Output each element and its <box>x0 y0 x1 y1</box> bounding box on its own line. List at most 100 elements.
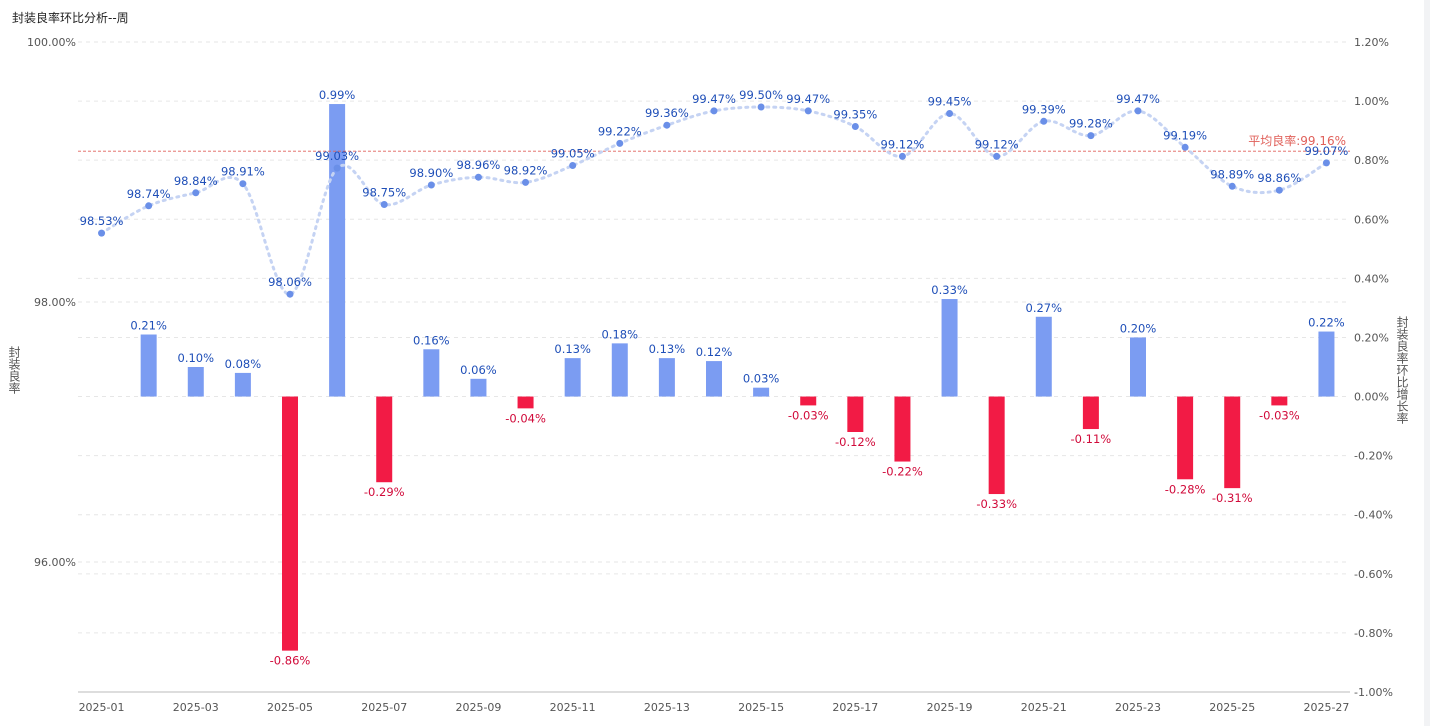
growth-data-label: -0.11% <box>1071 432 1112 446</box>
right-axis-name: 封装良率环比增长率 <box>1395 316 1409 424</box>
growth-bar <box>1271 396 1288 406</box>
growth-data-label: 0.21% <box>130 319 167 333</box>
yield-point <box>993 152 1001 160</box>
yield-point <box>569 162 577 169</box>
left-axis-tick-label: 100.00% <box>27 36 76 49</box>
yield-point <box>333 164 341 172</box>
growth-bar <box>847 396 864 432</box>
growth-bar <box>941 299 958 397</box>
x-axis-tick-label: 2025-19 <box>927 701 973 714</box>
yield-point <box>239 180 247 188</box>
window-edge <box>1424 0 1430 726</box>
right-axis-tick-label: -0.60% <box>1354 568 1393 581</box>
x-axis-tick-label: 2025-09 <box>455 701 501 714</box>
growth-data-label: 0.06% <box>460 363 497 377</box>
yield-point <box>757 103 765 111</box>
left-axis-tick-label: 98.00% <box>34 296 76 309</box>
yield-data-label: 99.47% <box>692 92 736 106</box>
yield-data-label: 98.74% <box>127 187 171 201</box>
growth-bar <box>1082 396 1099 430</box>
yield-line <box>100 105 1328 296</box>
growth-data-label: -0.03% <box>788 408 829 422</box>
yield-data-label: 99.28% <box>1069 117 1113 131</box>
x-axis-tick-label: 2025-15 <box>738 701 784 714</box>
growth-bar <box>376 396 393 483</box>
growth-bar <box>1177 396 1194 480</box>
right-axis-tick-label: 0.20% <box>1354 331 1389 344</box>
growth-bar <box>1130 337 1146 397</box>
growth-data-label: 0.22% <box>1308 316 1345 330</box>
yield-point <box>286 290 294 298</box>
growth-data-label: 0.03% <box>743 372 780 386</box>
yield-data-label: 99.12% <box>881 137 925 151</box>
yield-data-label: 99.07% <box>1305 144 1349 158</box>
right-axis-tick-label: -0.80% <box>1354 627 1393 640</box>
yield-data-label: 99.22% <box>598 124 642 138</box>
growth-bars <box>140 104 1335 651</box>
growth-bar <box>1035 316 1052 397</box>
x-axis-tick-label: 2025-01 <box>79 701 125 714</box>
x-axis-tick-label: 2025-13 <box>644 701 690 714</box>
yield-point <box>427 181 435 189</box>
yield-point <box>1087 132 1095 140</box>
growth-bar <box>234 372 251 397</box>
growth-bar <box>517 396 534 409</box>
yield-data-label: 99.19% <box>1163 128 1207 142</box>
growth-bar <box>187 367 204 397</box>
growth-data-label: 0.12% <box>696 345 733 359</box>
yield-data-label: 99.36% <box>645 106 689 120</box>
yield-point <box>804 107 812 115</box>
growth-data-label: 0.99% <box>319 88 356 102</box>
right-axis-tick-label: 0.60% <box>1354 213 1389 226</box>
yield-data-label: 98.84% <box>174 174 218 188</box>
yield-point <box>710 107 718 115</box>
growth-bar <box>894 396 911 462</box>
growth-data-label: 0.13% <box>649 342 686 356</box>
growth-bar <box>470 378 487 397</box>
yield-point <box>1228 182 1236 190</box>
yield-data-label: 99.35% <box>833 108 877 122</box>
growth-bar <box>611 343 628 397</box>
x-axis-tick-label: 2025-11 <box>550 701 596 714</box>
growth-bar <box>706 361 722 397</box>
yield-point <box>474 173 482 181</box>
left-axis-name: 封装良率 <box>7 346 21 394</box>
x-axis-tick-label: 2025-07 <box>361 701 407 714</box>
yield-point <box>1040 117 1048 125</box>
yield-data-label: 99.05% <box>551 147 595 161</box>
left-axis-tick-label: 96.00% <box>34 556 76 569</box>
yield-data-label: 99.47% <box>1116 92 1160 106</box>
right-axis-tick-label: 0.40% <box>1354 272 1389 285</box>
growth-data-label: -0.12% <box>835 435 876 449</box>
yield-point <box>145 202 153 210</box>
yield-data-label: 99.50% <box>739 88 783 102</box>
yield-point <box>946 110 954 117</box>
growth-data-label: 0.10% <box>178 351 215 365</box>
yield-data-label: 98.89% <box>1210 167 1254 181</box>
chart-title: 封装良率环比分析--周 <box>12 11 129 25</box>
growth-data-label: -0.31% <box>1212 491 1253 505</box>
growth-data-label: 0.08% <box>225 357 262 371</box>
x-axis-tick-label: 2025-17 <box>832 701 878 714</box>
growth-bar <box>800 396 817 406</box>
right-axis-tick-label: 1.00% <box>1354 95 1389 108</box>
yield-data-label: 98.96% <box>457 158 501 172</box>
growth-data-label: -0.22% <box>882 465 923 479</box>
growth-data-label: 0.27% <box>1026 301 1063 315</box>
x-axis-tick-label: 2025-25 <box>1209 701 1255 714</box>
growth-data-label: -0.28% <box>1165 482 1206 496</box>
yield-point <box>898 152 906 160</box>
growth-data-label: 0.20% <box>1120 321 1157 335</box>
yield-data-label: 98.53% <box>80 214 124 228</box>
growth-data-label: -0.33% <box>976 497 1017 511</box>
yield-data-label: 98.91% <box>221 165 265 179</box>
growth-bar <box>423 349 440 397</box>
growth-data-label: -0.03% <box>1259 408 1300 422</box>
yield-point <box>380 201 388 208</box>
growth-bar <box>140 334 157 397</box>
growth-data-label: 0.33% <box>931 283 968 297</box>
yield-data-label: 98.75% <box>362 186 406 200</box>
growth-data-label: -0.86% <box>270 654 311 668</box>
growth-bar <box>564 358 581 397</box>
